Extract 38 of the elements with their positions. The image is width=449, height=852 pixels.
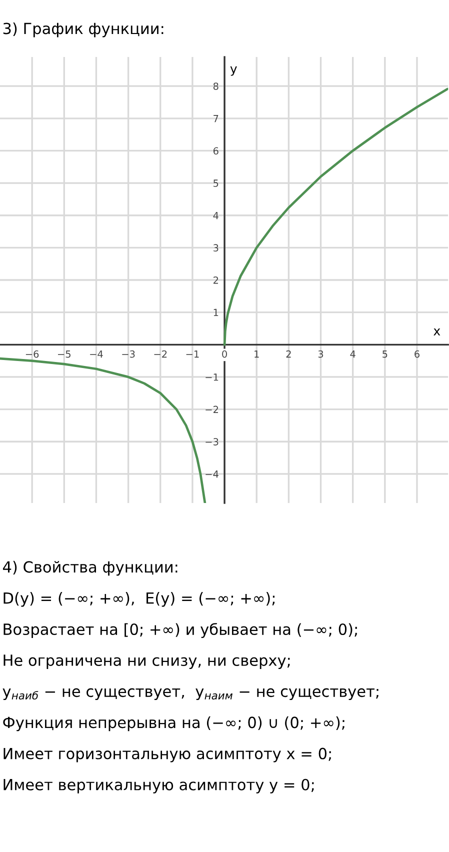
x-tick-label: 6 xyxy=(414,350,420,358)
y-tick-label: 3 xyxy=(214,244,218,252)
x-tick-label: −2 xyxy=(154,350,167,358)
x-tick-label: −1 xyxy=(186,350,199,358)
chart-title: 3) График функции: xyxy=(3,22,164,38)
y-tick-label: 1 xyxy=(214,308,218,316)
x-tick-label: −4 xyxy=(90,350,103,358)
text: Возрастает на [0; +∞) и убывает на (−∞; 0); xyxy=(4,622,357,638)
text: 4) Свойства функции: xyxy=(2,560,178,576)
text: y$_{наиб}$ − не существует, y$_{наим}$ − не существует; xyxy=(2,688,378,700)
y-tick-label: 5 xyxy=(214,180,218,187)
x-tick-label: 1 xyxy=(254,350,259,358)
text: Имеет вертикальную асимптоту y = 0; xyxy=(4,778,314,794)
x-axis-title: x xyxy=(434,328,440,336)
x-tick-label: −6 xyxy=(26,350,39,358)
x-tick-label: −3 xyxy=(122,350,135,358)
y-tick-label: 4 xyxy=(213,212,218,220)
x-tick-label: −5 xyxy=(58,350,70,358)
text: Не ограничена ни снизу, ни сверху; xyxy=(4,654,290,669)
x-tick-label: 4 xyxy=(350,350,356,358)
y-tick-label: −4 xyxy=(206,470,218,478)
text: D(y) = (−∞; +∞), E(y) = (−∞; +∞); xyxy=(4,592,275,607)
x-tick-label: 0 xyxy=(222,350,227,358)
text: Функция непрерывна на (−∞; 0) ∪ (0; +∞); xyxy=(3,716,344,732)
line-series xyxy=(223,88,448,346)
y-tick-label: −2 xyxy=(206,406,218,413)
y-tick-label: 2 xyxy=(214,276,218,284)
y-axis-title: y xyxy=(230,66,237,76)
text: Имеет горизонтальную асимптоту x = 0; xyxy=(4,748,331,762)
x-tick-label: 2 xyxy=(286,350,291,358)
y-tick-label: 8 xyxy=(213,82,218,90)
x-tick-label: 5 xyxy=(382,350,388,358)
y-tick-label: −1 xyxy=(206,374,218,381)
line-series xyxy=(0,357,206,504)
y-tick-label: −3 xyxy=(206,438,218,446)
x-tick-label: 3 xyxy=(318,350,324,358)
y-tick-label: 6 xyxy=(213,147,218,155)
y-tick-label: 7 xyxy=(214,115,218,122)
